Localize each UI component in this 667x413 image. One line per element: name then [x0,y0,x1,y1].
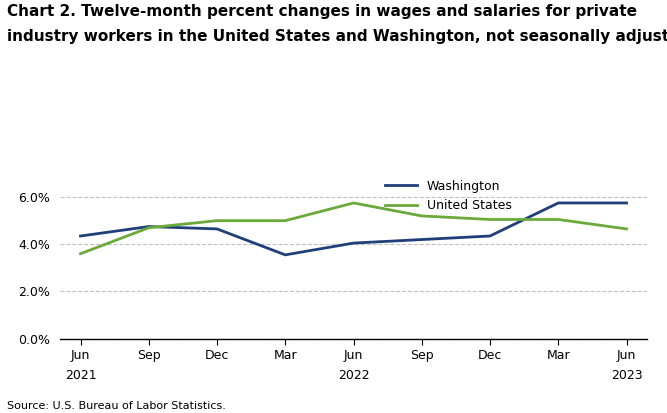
Washington [622,200,630,205]
United States [418,214,426,218]
United States [145,225,153,230]
United States [486,217,494,222]
Text: Source: U.S. Bureau of Labor Statistics.: Source: U.S. Bureau of Labor Statistics. [7,401,225,411]
United States [554,217,562,222]
Text: industry workers in the United States and Washington, not seasonally adjusted: industry workers in the United States an… [7,29,667,44]
Line: Washington: Washington [81,203,626,255]
Washington [281,252,289,257]
Washington [486,233,494,238]
United States [622,226,630,231]
Text: 2021: 2021 [65,369,96,382]
United States [350,200,358,205]
Washington [554,200,562,205]
Text: Chart 2. Twelve-month percent changes in wages and salaries for private: Chart 2. Twelve-month percent changes in… [7,4,637,19]
Washington [77,233,85,238]
Text: 2022: 2022 [338,369,370,382]
Washington [350,241,358,246]
United States [281,218,289,223]
Washington [213,226,221,231]
Washington [145,224,153,229]
Text: 2023: 2023 [611,369,642,382]
Washington [418,237,426,242]
United States [213,218,221,223]
Line: United States: United States [81,203,626,254]
Legend: Washington, United States: Washington, United States [386,180,512,212]
United States [77,251,85,256]
